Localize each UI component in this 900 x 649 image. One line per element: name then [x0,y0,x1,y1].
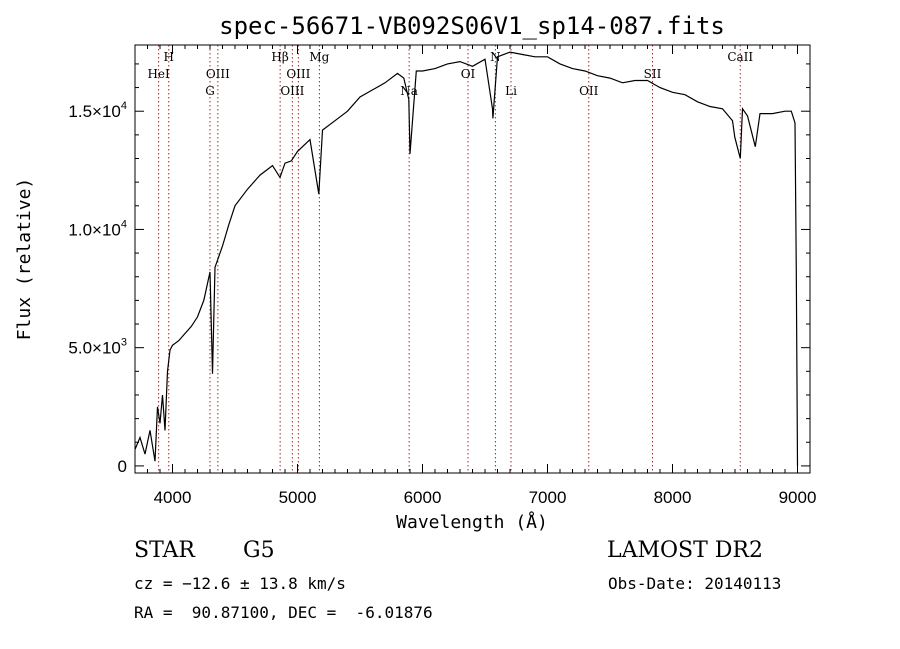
line-label: CaII [727,50,753,64]
y-tick-label: 1.0×104 [68,218,127,239]
redshift-cz: cz = −12.6 ± 13.8 km/s [134,574,346,593]
y-tick-label: 0 [118,457,127,476]
x-axis-label: Wavelength (Å) [396,511,548,533]
observation-date: Obs-Date: 20140113 [608,574,782,593]
coordinates: RA = 90.87100, DEC = -6.01876 [134,603,433,622]
line-label: N [490,50,501,64]
x-axis-ticks: 4000 5000 6000 7000 8000 9000 [147,45,817,507]
object-subclass: G5 [243,538,275,563]
line-label: OIII [286,67,310,81]
line-label: OII [579,84,599,98]
y-tick-label: 1.5×104 [68,100,127,121]
line-label: G [205,84,215,98]
line-label: Mg [309,50,329,64]
line-label: HeI [147,67,170,81]
x-tick-label: 4000 [154,488,192,507]
chart-title: spec-56671-VB092S06V1_sp14-087.fits [219,12,725,40]
line-label: OIII [206,67,230,81]
x-tick-label: 7000 [529,488,567,507]
x-tick-label: 5000 [279,488,317,507]
line-label: Na [400,84,418,98]
y-axis-ticks: 0 5.0×103 1.0×104 1.5×104 [68,63,810,476]
x-tick-label: 8000 [654,488,692,507]
survey-name: LAMOST DR2 [607,538,763,563]
y-tick-label: 5.0×103 [68,337,127,358]
x-tick-label: 6000 [404,488,442,507]
plot-frame [134,44,811,474]
line-label: OI [461,67,476,81]
line-label: OIII [280,84,304,98]
line-labels: HeI H G OIII Hβ OIII OIII Mg Na OI N Li OII SII CaII [147,50,753,98]
line-label: Hβ [271,50,288,64]
line-label: H [164,50,174,64]
line-label: SII [644,67,662,81]
line-label: Li [505,84,517,98]
object-class: STAR [134,538,195,563]
line-markers [158,45,741,473]
y-axis-label: Flux (relative) [14,178,35,341]
x-tick-label: 9000 [779,488,817,507]
spectrum-chart: spec-56671-VB092S06V1_sp14-087.fits HeIH… [14,12,817,533]
spectrum-line [134,51,799,466]
